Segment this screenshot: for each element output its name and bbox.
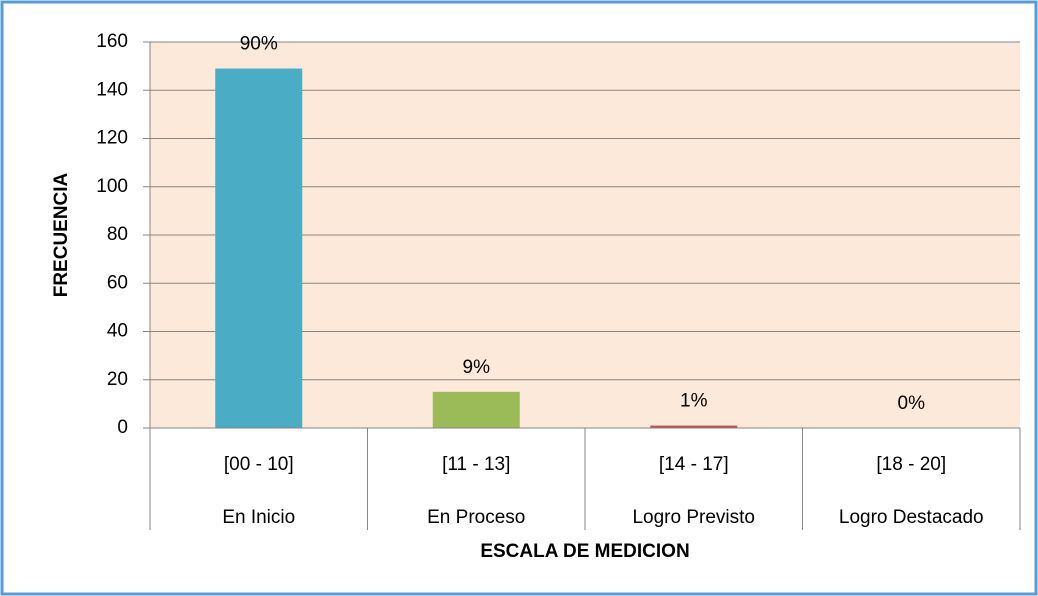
data-label: 0%	[898, 393, 926, 414]
y-tick-label: 20	[107, 369, 128, 390]
y-tick-label: 60	[107, 272, 128, 293]
x-category-name: En Proceso	[427, 507, 525, 528]
y-axis-title: FRECUENCIA	[51, 172, 72, 297]
x-tick-label: [18 - 20]	[876, 454, 946, 475]
y-tick-label: 120	[96, 128, 128, 149]
x-category-name: Logro Destacado	[839, 507, 984, 528]
y-tick-label: 140	[96, 79, 128, 100]
bar	[432, 391, 520, 428]
x-category-name: Logro Previsto	[632, 507, 755, 528]
x-tick-label: [14 - 17]	[659, 454, 729, 475]
y-tick-label: 0	[117, 417, 128, 438]
bar	[650, 425, 738, 428]
y-tick-label: 160	[96, 31, 128, 52]
x-tick-label: [11 - 13]	[442, 454, 510, 475]
x-category-name: En Inicio	[222, 507, 295, 528]
data-label: 1%	[680, 391, 708, 412]
x-axis-title: ESCALA DE MEDICION	[480, 541, 689, 562]
data-label: 90%	[240, 34, 278, 55]
y-tick-label: 100	[96, 176, 128, 197]
x-tick-label: [00 - 10]	[224, 454, 294, 475]
y-tick-label: 40	[107, 321, 128, 342]
bar	[215, 68, 303, 428]
data-label: 9%	[463, 357, 491, 378]
y-tick-label: 80	[107, 224, 128, 245]
